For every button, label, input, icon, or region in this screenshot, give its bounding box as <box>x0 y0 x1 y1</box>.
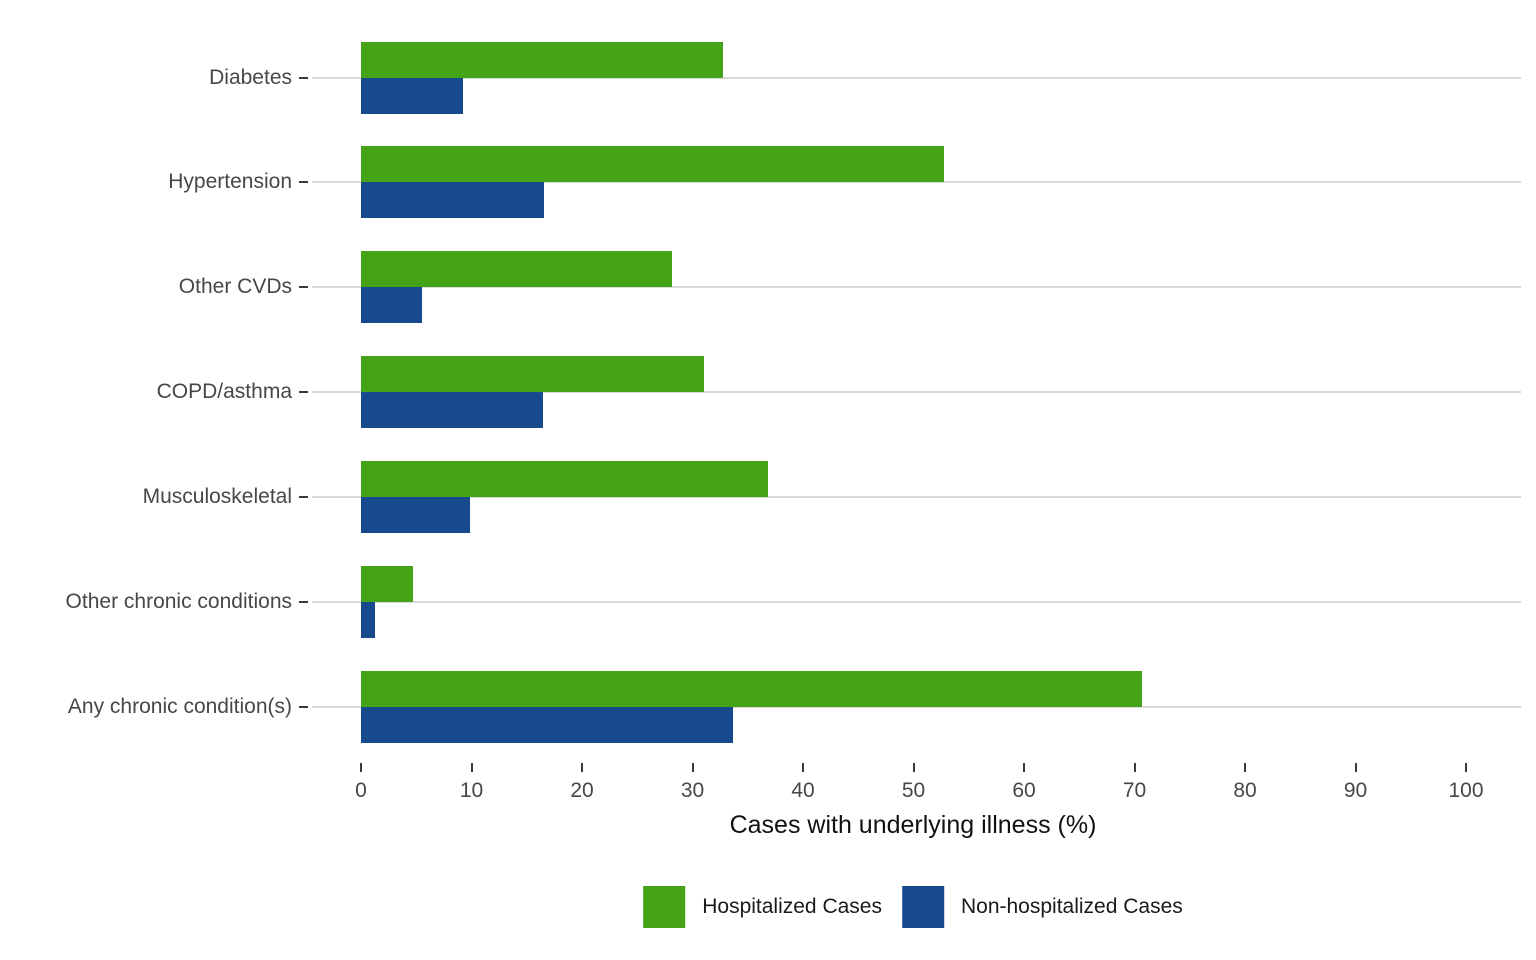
x-axis-tick-label: 90 <box>1343 779 1368 802</box>
y-axis-tick <box>299 496 308 499</box>
category-gridline <box>312 601 1521 603</box>
x-axis-tick <box>1133 763 1136 772</box>
y-axis-label-any-chronic-condition-s: Any chronic condition(s) <box>67 694 292 718</box>
x-axis-tick-label: 70 <box>1122 779 1147 802</box>
legend-label-hospitalized: Hospitalized Cases <box>702 895 882 918</box>
y-axis-label-diabetes: Diabetes <box>209 65 292 89</box>
y-axis-tick <box>299 705 308 708</box>
bar-non-hospitalized-cases-copd-asthma <box>361 392 544 429</box>
x-axis-tick <box>1354 763 1357 772</box>
category-gridline <box>312 705 1521 708</box>
category-gridline <box>312 391 1521 394</box>
bar-hospitalized-cases-hypertension <box>361 146 945 183</box>
bar-non-hospitalized-cases-any-chronic-condition-s <box>361 706 734 743</box>
x-axis-tick-label: 40 <box>791 779 815 802</box>
legend-swatch-non-hospitalized <box>901 886 944 928</box>
x-axis-tick-label: 60 <box>1012 779 1036 802</box>
x-axis-tick-label: 100 <box>1448 779 1484 802</box>
x-axis-tick-label: 10 <box>459 779 484 802</box>
legend-entry-non-hospitalized: Non-hospitalized Cases <box>901 886 1183 928</box>
y-axis-tick <box>299 391 308 394</box>
x-axis-tick <box>470 763 473 772</box>
x-axis-tick-label: 30 <box>680 779 705 802</box>
x-axis-tick <box>802 763 804 772</box>
x-axis-tick <box>912 763 915 772</box>
legend-label-non-hospitalized: Non-hospitalized Cases <box>960 895 1183 918</box>
x-axis-tick <box>1465 763 1467 772</box>
category-gridline <box>312 496 1521 499</box>
x-axis-tick <box>360 763 362 772</box>
x-axis-tick <box>1023 763 1025 772</box>
y-axis-tick <box>299 601 308 603</box>
legend-entry-hospitalized: Hospitalized Cases <box>643 886 882 928</box>
y-axis-label-hypertension: Hypertension <box>168 170 292 194</box>
y-axis-label-musculoskeletal: Musculoskeletal <box>142 485 292 509</box>
bar-non-hospitalized-cases-other-cvds <box>361 287 422 324</box>
x-axis-title: Cases with underlying illness (%) <box>729 811 1097 839</box>
x-axis-tick <box>1244 763 1246 772</box>
x-axis-tick <box>691 763 694 772</box>
bar-hospitalized-cases-diabetes <box>361 41 724 78</box>
bar-hospitalized-cases-other-chronic-conditions <box>361 566 413 602</box>
x-axis-tick-label: 20 <box>570 779 594 802</box>
y-axis-tick <box>299 286 308 289</box>
bar-hospitalized-cases-musculoskeletal <box>361 461 768 498</box>
y-axis-tick <box>299 181 308 184</box>
legend-swatch-hospitalized <box>643 886 686 928</box>
x-axis-tick <box>581 763 583 772</box>
category-gridline <box>312 76 1521 79</box>
y-axis-label-copd-asthma: COPD/asthma <box>156 380 292 404</box>
bar-hospitalized-cases-copd-asthma <box>361 356 704 393</box>
legend: Hospitalized Cases Non-hospitalized Case… <box>643 886 1183 928</box>
bar-non-hospitalized-cases-other-chronic-conditions <box>361 602 376 638</box>
bar-hospitalized-cases-any-chronic-condition-s <box>361 670 1143 707</box>
bar-non-hospitalized-cases-hypertension <box>361 182 545 219</box>
x-axis-tick-label: 0 <box>355 779 367 802</box>
y-axis-label-other-cvds: Other CVDs <box>178 275 292 299</box>
category-gridline <box>312 286 1521 289</box>
x-axis-tick-label: 50 <box>901 779 926 802</box>
category-gridline <box>312 181 1521 184</box>
bar-hospitalized-cases-other-cvds <box>361 251 672 288</box>
bar-non-hospitalized-cases-musculoskeletal <box>361 497 471 534</box>
y-axis-tick <box>299 76 308 79</box>
y-axis-label-other-chronic-conditions: Other chronic conditions <box>65 590 292 613</box>
bar-non-hospitalized-cases-diabetes <box>361 77 463 114</box>
x-axis-tick-label: 80 <box>1233 779 1257 802</box>
